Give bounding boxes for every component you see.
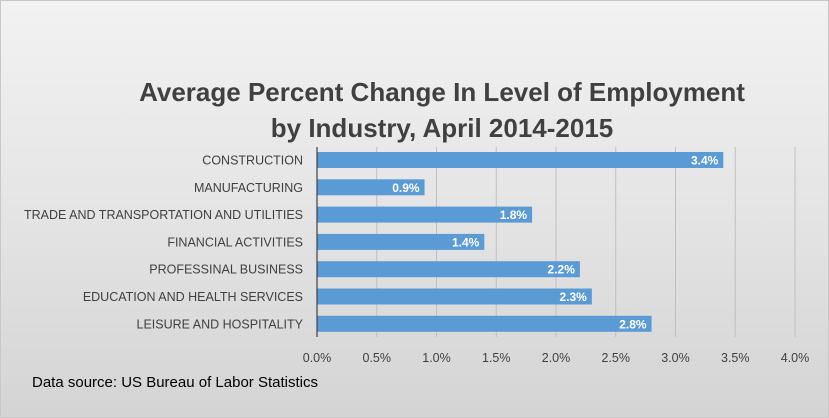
bar <box>317 179 425 196</box>
chart-title: Average Percent Change In Level of Emplo… <box>139 77 745 143</box>
bar <box>317 206 533 223</box>
x-tick-label: 3.0% <box>661 351 690 365</box>
category-label: PROFESSINAL BUSINESS <box>149 263 303 277</box>
chart-title-line-2: by Industry, April 2014-2015 <box>271 113 613 143</box>
category-label: CONSTRUCTION <box>202 154 303 168</box>
category-labels: CONSTRUCTION MANUFACTURING TRADE AND TRANS… <box>24 154 304 332</box>
x-tick-label: 2.0% <box>542 351 571 365</box>
category-label: EDUCATION AND HEALTH SERVICES <box>83 290 303 304</box>
bars <box>317 152 724 332</box>
category-label: LEISURE AND HOSPITALITY <box>137 317 304 331</box>
x-tick-label: 4.0% <box>781 351 810 365</box>
category-label: FINANCIAL ACTIVITIES <box>167 235 303 249</box>
data-label: 1.8% <box>500 208 528 222</box>
data-label: 2.2% <box>548 263 576 277</box>
gridlines <box>376 147 796 337</box>
bar <box>317 261 580 278</box>
x-tick-label: 3.5% <box>721 351 750 365</box>
source-note: Data source: US Bureau of Labor Statisti… <box>32 374 318 391</box>
bar <box>317 288 592 305</box>
data-label: 1.4% <box>452 235 480 249</box>
bar <box>317 152 724 168</box>
category-label: MANUFACTURING <box>194 181 303 195</box>
x-tick-label: 0.0% <box>303 351 332 365</box>
bar <box>317 315 652 332</box>
data-label: 3.4% <box>691 154 719 168</box>
x-axis-tick-labels: 0.0% 0.5% 1.0% 1.5% 2.0% 2.5% 3.0% 3.5% 4.0% <box>303 351 810 365</box>
x-tick-label: 2.5% <box>602 351 631 365</box>
x-tick-label: 0.5% <box>363 351 392 365</box>
chart-title-line-1: Average Percent Change In Level of Emplo… <box>139 77 745 107</box>
bar <box>317 233 485 250</box>
x-tick-label: 1.0% <box>422 351 451 365</box>
data-label: 0.9% <box>392 181 420 195</box>
data-label: 2.3% <box>559 290 587 304</box>
data-labels: 3.4% 0.9% 1.8% 1.4% 2.2% 2.3% 2.8% <box>392 154 718 332</box>
category-label: TRADE AND TRANSPORTATION AND UTILITIES <box>24 208 303 222</box>
data-label: 2.8% <box>619 317 647 331</box>
x-tick-label: 1.5% <box>482 351 511 365</box>
